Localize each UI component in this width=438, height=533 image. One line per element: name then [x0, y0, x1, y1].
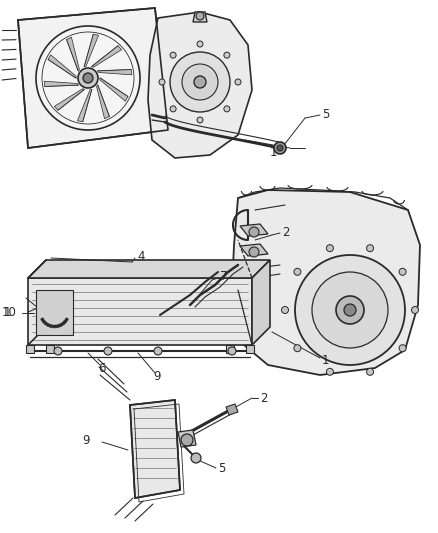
Text: 5: 5: [322, 109, 329, 122]
Polygon shape: [240, 244, 268, 256]
Polygon shape: [78, 90, 92, 122]
Text: 7: 7: [220, 271, 227, 284]
Circle shape: [170, 52, 230, 112]
Polygon shape: [252, 260, 270, 345]
Circle shape: [228, 347, 236, 355]
Text: 9: 9: [82, 433, 89, 447]
Circle shape: [197, 41, 203, 47]
Circle shape: [197, 117, 203, 123]
Polygon shape: [84, 34, 99, 67]
Polygon shape: [92, 46, 122, 67]
Circle shape: [399, 345, 406, 352]
Circle shape: [249, 227, 259, 237]
Circle shape: [294, 345, 301, 352]
Circle shape: [182, 64, 218, 100]
Polygon shape: [246, 345, 254, 353]
Polygon shape: [54, 88, 84, 110]
Circle shape: [249, 247, 259, 257]
Polygon shape: [44, 81, 78, 86]
Circle shape: [235, 79, 241, 85]
Polygon shape: [226, 404, 238, 415]
Circle shape: [60, 324, 63, 326]
Circle shape: [295, 255, 405, 365]
Circle shape: [344, 304, 356, 316]
Circle shape: [54, 347, 62, 355]
Polygon shape: [18, 8, 168, 148]
Circle shape: [104, 347, 112, 355]
Text: 6: 6: [98, 361, 106, 375]
Circle shape: [154, 347, 162, 355]
Polygon shape: [130, 400, 180, 498]
Polygon shape: [26, 345, 34, 353]
Polygon shape: [67, 37, 79, 71]
Polygon shape: [232, 190, 420, 375]
Circle shape: [336, 296, 364, 324]
Polygon shape: [98, 70, 132, 75]
Polygon shape: [96, 85, 110, 119]
Text: 10: 10: [2, 306, 17, 319]
Circle shape: [170, 106, 176, 112]
Circle shape: [57, 325, 60, 327]
Circle shape: [274, 142, 286, 154]
Circle shape: [44, 322, 47, 325]
Text: 4: 4: [137, 251, 145, 263]
Circle shape: [282, 306, 289, 313]
Circle shape: [326, 245, 333, 252]
Circle shape: [181, 434, 193, 446]
Circle shape: [41, 318, 44, 321]
Circle shape: [49, 325, 52, 327]
Polygon shape: [240, 224, 268, 236]
Circle shape: [64, 320, 67, 323]
Text: 9: 9: [153, 369, 160, 383]
Circle shape: [411, 306, 418, 313]
Circle shape: [312, 272, 388, 348]
Circle shape: [194, 76, 206, 88]
Circle shape: [62, 322, 65, 325]
Text: 1: 1: [270, 146, 278, 158]
Circle shape: [159, 79, 165, 85]
Circle shape: [83, 73, 93, 83]
Polygon shape: [148, 12, 252, 158]
Polygon shape: [46, 345, 54, 353]
Circle shape: [78, 68, 98, 88]
Circle shape: [170, 52, 176, 58]
Polygon shape: [226, 345, 234, 353]
Polygon shape: [28, 260, 270, 278]
Text: 5: 5: [218, 462, 226, 474]
Circle shape: [224, 106, 230, 112]
Text: 2: 2: [260, 392, 268, 405]
Circle shape: [399, 268, 406, 275]
Circle shape: [294, 268, 301, 275]
Polygon shape: [48, 55, 76, 78]
Circle shape: [367, 368, 374, 375]
Circle shape: [277, 145, 283, 151]
Circle shape: [191, 453, 201, 463]
Circle shape: [42, 320, 46, 323]
Polygon shape: [178, 430, 196, 447]
Text: 2: 2: [282, 225, 290, 238]
Circle shape: [46, 324, 49, 326]
Circle shape: [224, 52, 230, 58]
Circle shape: [367, 245, 374, 252]
Circle shape: [196, 12, 204, 20]
Circle shape: [326, 368, 333, 375]
Polygon shape: [100, 78, 128, 101]
Circle shape: [65, 318, 68, 321]
Polygon shape: [28, 278, 252, 345]
Circle shape: [54, 325, 57, 328]
Text: 1: 1: [322, 353, 329, 367]
Polygon shape: [36, 290, 73, 335]
Text: 1: 1: [4, 305, 11, 319]
Circle shape: [52, 325, 55, 328]
Circle shape: [36, 26, 140, 130]
Polygon shape: [193, 12, 207, 22]
